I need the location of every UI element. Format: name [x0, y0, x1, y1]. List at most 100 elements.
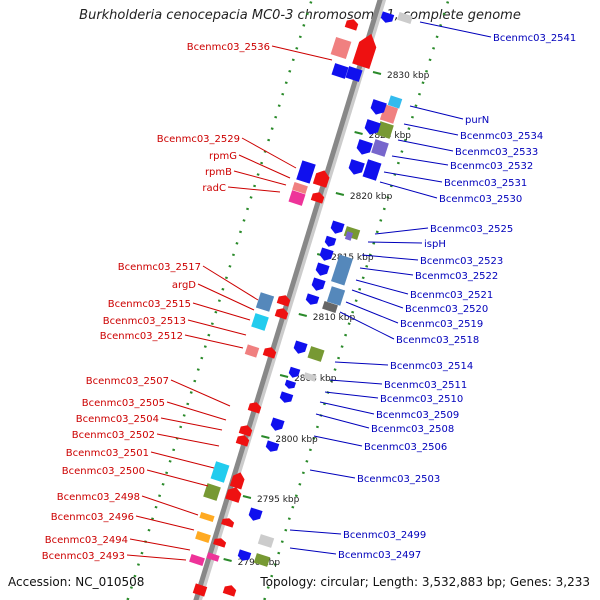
gene-feature [330, 36, 352, 60]
right-gene-label: Bcenmc03_2525 [430, 224, 513, 235]
left-gene-label: Bcenmc03_2496 [51, 512, 134, 523]
right-leader-line [361, 254, 419, 261]
gene-arrow [247, 402, 262, 414]
left-gene-label: Bcenmc03_2512 [100, 331, 183, 342]
right-gene-label: Bcenmc03_2514 [390, 361, 473, 372]
topology-text: Topology: circular; Length: 3,532,883 bp… [260, 575, 590, 589]
right-gene-label: Bcenmc03_2503 [357, 474, 440, 485]
gene-arrow [319, 247, 334, 261]
right-gene-label: Bcenmc03_2518 [396, 335, 479, 346]
gene-feature [362, 159, 382, 181]
gene-arrow [229, 472, 245, 490]
left-leader-line [227, 186, 281, 193]
right-leader-line [383, 171, 443, 183]
left-gene-label: rpmB [205, 167, 232, 178]
left-leader-line [170, 379, 231, 407]
right-leader-line [339, 311, 395, 340]
gene-arrow [315, 262, 330, 276]
gene-feature [203, 483, 221, 501]
gene-arrow [262, 347, 277, 359]
gene-feature [192, 583, 208, 597]
gene-arrow [310, 192, 325, 204]
gene-arrow [312, 170, 330, 188]
gene-arrow [352, 33, 377, 69]
gene-feature [326, 286, 346, 306]
gene-arrow [265, 440, 280, 452]
gene-feature [206, 552, 220, 562]
left-leader-line [129, 538, 191, 551]
right-leader-line [334, 361, 389, 366]
left-leader-line [126, 554, 187, 561]
gene-feature [322, 301, 338, 313]
right-gene-label: Bcenmc03_2530 [439, 194, 522, 205]
left-gene-label: Bcenmc03_2529 [157, 134, 240, 145]
right-leader-line [289, 529, 342, 535]
left-gene-label: Bcenmc03_2507 [86, 376, 169, 387]
gene-arrow [235, 435, 250, 447]
scale-tick-label: 2795 kbp [257, 495, 300, 505]
right-leader-line [309, 469, 356, 479]
gene-arrow [270, 417, 285, 431]
left-gene-label: Bcenmc03_2513 [103, 316, 186, 327]
right-leader-line [329, 379, 383, 385]
gene-arrow [276, 295, 291, 307]
gene-feature [189, 554, 205, 566]
right-gene-label: Bcenmc03_2510 [380, 394, 463, 405]
scale-tick-mark [242, 495, 252, 499]
right-leader-line [324, 391, 379, 399]
scale-tick-label: 2800 kbp [275, 435, 318, 445]
left-gene-label: radC [202, 183, 226, 194]
right-leader-line [397, 139, 454, 152]
gene-feature [307, 346, 325, 362]
gene-arrow [288, 366, 301, 378]
left-gene-label: Bcenmc03_2536 [187, 42, 270, 53]
left-leader-line [197, 283, 255, 311]
left-leader-line [166, 401, 227, 421]
inner-track-guide [126, 0, 313, 600]
left-leader-line [156, 433, 220, 447]
right-gene-label: Bcenmc03_2499 [343, 530, 426, 541]
scale-tick-mark [372, 71, 382, 75]
gene-arrow [225, 487, 242, 503]
left-leader-line [184, 334, 244, 349]
gene-feature [331, 254, 353, 286]
gene-arrow [222, 585, 237, 597]
gene-arrow [348, 159, 365, 175]
right-leader-line [391, 155, 449, 166]
scale-tick-label: 2830 kbp [387, 71, 430, 81]
gene-feature [288, 190, 306, 206]
left-gene-label: Bcenmc03_2498 [57, 492, 140, 503]
right-leader-line [367, 241, 423, 244]
right-leader-line [289, 547, 337, 555]
left-gene-label: Bcenmc03_2504 [76, 414, 159, 425]
gene-arrow [370, 99, 387, 115]
scale-tick-mark [279, 374, 289, 378]
gene-arrow [213, 538, 227, 548]
gene-arrow [221, 518, 235, 528]
gene-arrow [279, 391, 294, 403]
left-gene-label: argD [172, 280, 196, 291]
gene-arrow [311, 277, 326, 291]
gene-arrow [356, 139, 373, 155]
gene-arrow [330, 220, 345, 234]
right-leader-line [419, 21, 492, 38]
left-leader-line [271, 45, 333, 61]
axis-shadow [197, 0, 387, 600]
right-gene-label: Bcenmc03_2508 [371, 424, 454, 435]
left-leader-line [135, 515, 195, 531]
right-gene-label: Bcenmc03_2534 [460, 131, 543, 142]
right-gene-label: Bcenmc03_2541 [493, 33, 576, 44]
right-gene-label: Bcenmc03_2532 [450, 161, 533, 172]
right-gene-label: Bcenmc03_2520 [405, 304, 488, 315]
right-gene-label: Bcenmc03_2533 [455, 147, 538, 158]
left-gene-label: Bcenmc03_2505 [82, 398, 165, 409]
gene-arrow [344, 19, 359, 31]
gene-feature [296, 160, 316, 184]
right-leader-line [313, 435, 363, 447]
scale-tick-label: 2810 kbp [313, 313, 356, 323]
left-gene-label: Bcenmc03_2515 [108, 299, 191, 310]
right-leader-line [355, 279, 409, 295]
gene-arrow [324, 235, 337, 247]
